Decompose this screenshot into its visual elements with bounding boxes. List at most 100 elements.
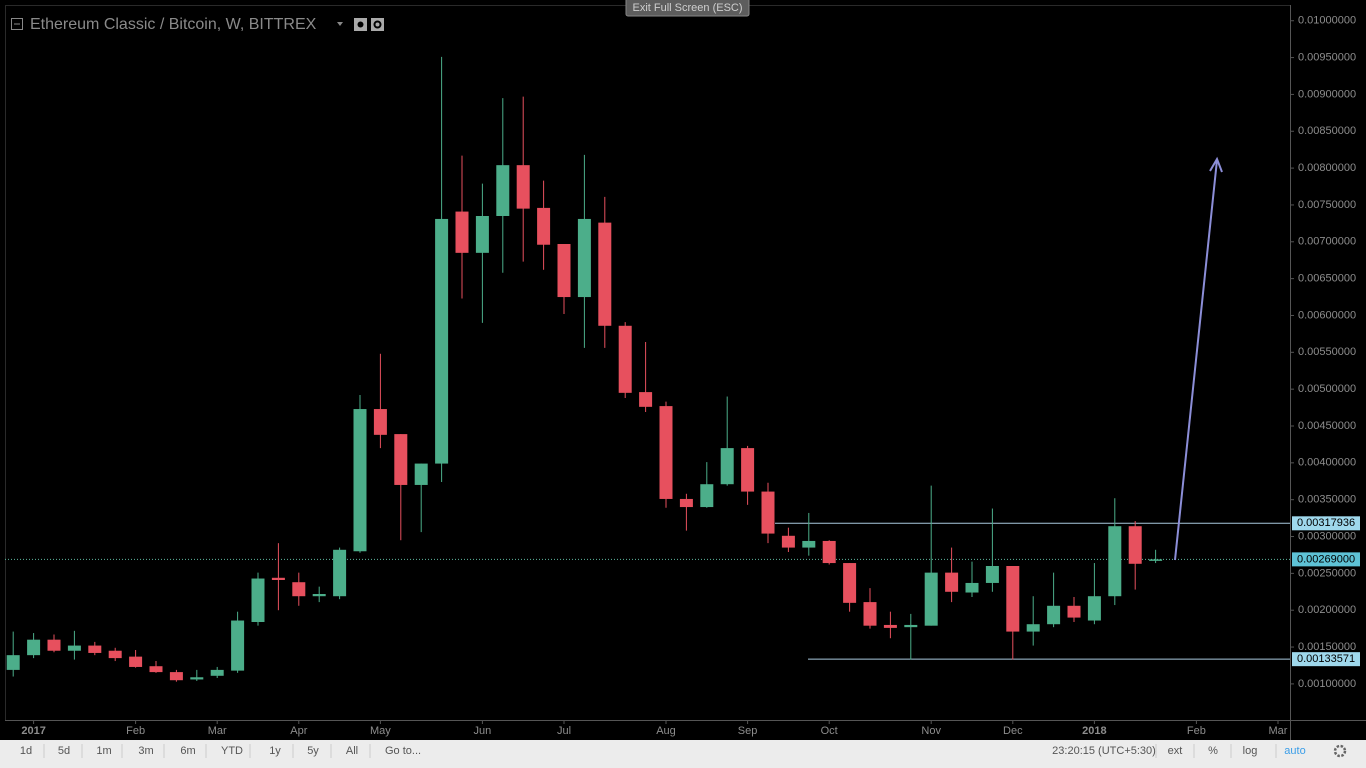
option-button[interactable]: log <box>1243 745 1258 757</box>
range-button[interactable]: 1y <box>269 745 281 757</box>
y-tick-label: 0.00500000 <box>1298 383 1356 395</box>
candle-body <box>516 165 530 209</box>
candle-body <box>700 484 714 508</box>
range-button[interactable]: 6m <box>180 745 195 757</box>
candle-body <box>924 572 938 626</box>
range-button[interactable]: 5y <box>307 745 319 757</box>
y-tick-label: 0.00300000 <box>1298 530 1356 542</box>
candle-body <box>598 222 612 326</box>
y-tick-label: 0.00550000 <box>1298 346 1356 358</box>
visibility-icon-eye <box>357 21 364 28</box>
candle-body <box>6 655 20 670</box>
y-tick-label: 0.00350000 <box>1298 494 1356 506</box>
candle-body <box>169 672 183 681</box>
range-button[interactable]: 3m <box>138 745 153 757</box>
y-tick-label: 0.00800000 <box>1298 162 1356 174</box>
candle-body <box>741 448 755 492</box>
x-tick-label: May <box>370 725 391 737</box>
option-button[interactable]: ext <box>1168 745 1183 757</box>
y-tick-label: 0.00950000 <box>1298 51 1356 63</box>
candle-body <box>557 244 571 298</box>
y-tick-label: 0.00200000 <box>1298 604 1356 616</box>
candle-body <box>904 624 918 628</box>
y-tick-label: 0.00850000 <box>1298 125 1356 137</box>
x-tick-label: Jul <box>557 725 571 737</box>
price-label-box <box>1292 516 1360 531</box>
y-tick-label: 0.00100000 <box>1298 678 1356 690</box>
x-tick-label: Jun <box>474 725 492 737</box>
candle-body <box>1087 596 1101 621</box>
option-button[interactable]: auto <box>1284 745 1305 757</box>
dropdown-caret[interactable] <box>337 22 343 26</box>
candle-body <box>455 211 469 253</box>
candle-body <box>965 582 979 593</box>
chart-title: Ethereum Classic / Bitcoin, W, BITTREX <box>30 16 317 33</box>
range-button[interactable]: All <box>346 745 358 757</box>
candle-body <box>149 666 163 673</box>
settings-icon[interactable] <box>371 18 384 31</box>
exit-fullscreen-button[interactable] <box>625 0 750 17</box>
candle-body <box>190 677 204 680</box>
range-button[interactable]: 1m <box>96 745 111 757</box>
x-tick-label: Sep <box>738 725 758 737</box>
y-tick-label: 0.00900000 <box>1298 88 1356 100</box>
candle-body <box>312 594 326 597</box>
candle-body <box>231 620 245 671</box>
candle-body <box>577 218 591 298</box>
option-button[interactable]: % <box>1208 745 1218 757</box>
x-tick-label: 2017 <box>21 725 45 737</box>
candle-body <box>251 578 265 622</box>
candle-body <box>373 409 387 435</box>
y-tick-label: 0.00250000 <box>1298 567 1356 579</box>
candle-body <box>435 218 449 464</box>
collapse-icon[interactable] <box>11 18 23 30</box>
y-tick-label: 0.00150000 <box>1298 641 1356 653</box>
candle-body <box>47 639 61 651</box>
candle-body <box>1149 559 1163 561</box>
exit-fullscreen-label: Exit Full Screen (ESC) <box>632 2 742 14</box>
candle-body <box>679 498 693 508</box>
candle-body <box>88 645 102 653</box>
goto-button[interactable]: Go to... <box>385 745 421 757</box>
candle-body <box>945 572 959 592</box>
y-tick-label: 0.00450000 <box>1298 420 1356 432</box>
x-tick-label: Dec <box>1003 725 1023 737</box>
plot-area <box>5 56 1290 682</box>
y-tick-label: 0.01000000 <box>1298 15 1356 27</box>
annotation-arrow <box>1174 159 1218 561</box>
candle-body <box>1108 526 1122 597</box>
candle-body <box>863 602 877 626</box>
range-button[interactable]: 5d <box>58 745 70 757</box>
candle-body <box>1026 624 1040 632</box>
candle-body <box>883 624 897 628</box>
y-tick-label: 0.00400000 <box>1298 457 1356 469</box>
clock: 23:20:15 (UTC+5:30) <box>1052 745 1156 757</box>
candle-body <box>394 434 408 485</box>
range-button[interactable]: 1d <box>20 745 32 757</box>
price-label: 0.00133571 <box>1297 653 1355 665</box>
candle-body <box>618 325 632 393</box>
candle-body <box>761 491 775 534</box>
candle-body <box>108 650 122 659</box>
x-tick-label: 2018 <box>1082 725 1106 737</box>
price-label-box <box>1292 552 1360 567</box>
y-tick-label: 0.00750000 <box>1298 199 1356 211</box>
candle-body <box>210 669 224 676</box>
candle-body <box>67 645 81 651</box>
settings-icon-gear <box>373 20 382 29</box>
y-tick-label: 0.00700000 <box>1298 236 1356 248</box>
x-tick-label: Mar <box>208 725 227 737</box>
settings-gear[interactable] <box>1333 744 1347 758</box>
candle-body <box>802 540 816 548</box>
candle-body <box>537 207 551 245</box>
y-tick-label: 0.00650000 <box>1298 273 1356 285</box>
candle-body <box>414 463 428 485</box>
candle-body <box>271 577 285 580</box>
candle-body <box>781 535 795 548</box>
candle-body <box>333 549 347 597</box>
candle-body <box>496 165 510 216</box>
range-button[interactable]: YTD <box>221 745 243 757</box>
